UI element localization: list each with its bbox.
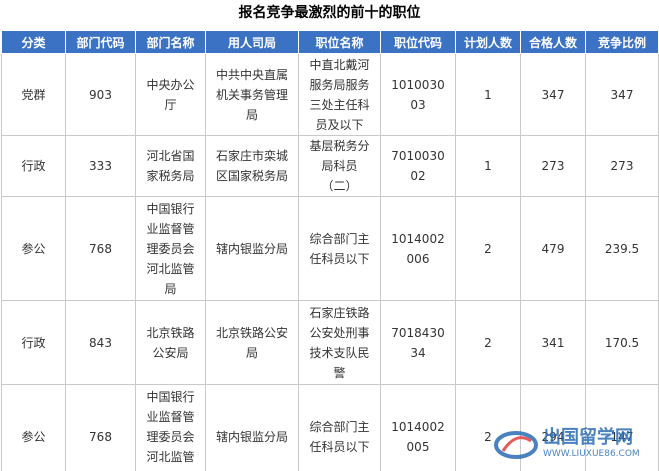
table-cell: 347 <box>520 53 586 136</box>
table-cell: 参公 <box>1 196 66 301</box>
watermark-url: WWW.LIUXUE86.COM <box>543 449 640 459</box>
table-cell: 1 <box>455 135 521 197</box>
table-cell: 843 <box>65 300 136 385</box>
table-cell: 中共中央直属机关事务管理局 <box>205 53 299 136</box>
table-cell: 768 <box>65 196 136 301</box>
table-cell: 333 <box>65 135 136 197</box>
header-cell: 部门名称 <box>135 30 206 54</box>
table-cell: 石家庄铁路公安处刑事技术支队民警 <box>298 300 381 385</box>
table-row: 行政 333 河北省国家税务局 石家庄市栾城区国家税务局 基层税务分局科员（二） 7010… <box>1 135 659 197</box>
table-row: 参公768中国银行业监督管理委员会河北监管局辖内银监分局综合部门主任科员以下10… <box>1 384 659 471</box>
table-cell: 479 <box>520 196 586 301</box>
table-cell: 中国银行业监督管理委员会河北监管局 <box>135 196 206 301</box>
table-cell: 1 <box>455 53 521 136</box>
header-cell: 职位代码 <box>380 30 456 54</box>
table-cell: 党群 <box>1 53 66 136</box>
table-cell: 行政 <box>1 135 66 197</box>
table-cell: 701003002 <box>380 135 456 197</box>
table-cell: 2 <box>455 300 521 385</box>
table-cell: 273 <box>585 135 659 197</box>
table-cell: 中国银行业监督管理委员会河北监管局 <box>135 384 206 471</box>
table-body: 党群 903 中央办公厅 中共中央直属机关事务管理局 中直北戴河服务局服务三处主任科员及… <box>1 53 659 471</box>
table-cell: 石家庄市栾城区国家税务局 <box>205 135 299 197</box>
header-cell: 用人司局 <box>205 30 299 54</box>
table-row: 行政 843 北京铁路公安局 北京铁路公安局 石家庄铁路公安处刑事技术支队民警 70184… <box>1 300 659 385</box>
header-cell: 计划人数 <box>455 30 521 54</box>
table-cell: 701843034 <box>380 300 456 385</box>
table-cell: 辖内银监分局 <box>205 196 299 301</box>
watermark: 出国留学网 WWW.LIUXUE86.COM <box>493 421 653 467</box>
table-cell: 2 <box>455 196 521 301</box>
watermark-logo <box>494 431 538 459</box>
header-cell: 合格人数 <box>520 30 586 54</box>
table-cell: 768 <box>65 384 136 471</box>
table-cell: 170.5 <box>585 300 659 385</box>
table-cell: 347 <box>585 53 659 136</box>
header-cell: 竞争比例 <box>585 30 659 54</box>
table-cell: 101003003 <box>380 53 456 136</box>
table-cell: 北京铁路公安局 <box>135 300 206 385</box>
table-cell: 北京铁路公安局 <box>205 300 299 385</box>
table-cell: 中直北戴河服务局服务三处主任科员及以下 <box>298 53 381 136</box>
table-cell: 参公 <box>1 384 66 471</box>
header-cell: 职位名称 <box>298 30 381 54</box>
table-cell: 147 <box>585 384 659 471</box>
header-cell: 部门代码 <box>65 30 136 54</box>
watermark-name: 出国留学网 <box>543 427 633 448</box>
header-row: 分类 部门代码 部门名称 用人司局 职位名称 职位代码 计划人数 合格人数 竞争比例 <box>1 30 659 54</box>
table-cell: 综合部门主任科员以下 <box>298 196 381 301</box>
table-cell: 239.5 <box>585 196 659 301</box>
table-cell: 行政 <box>1 300 66 385</box>
table-cell: 273 <box>520 135 586 197</box>
table-cell: 1014002006 <box>380 196 456 301</box>
header-cell: 分类 <box>1 30 66 54</box>
table-row: 党群 903 中央办公厅 中共中央直属机关事务管理局 中直北戴河服务局服务三处主任科员及… <box>1 53 659 136</box>
table-cell: 基层税务分局科员（二） <box>298 135 381 197</box>
table-cell: 河北省国家税务局 <box>135 135 206 197</box>
title: 报名竞争最激烈的前十的职位 <box>238 5 421 21</box>
table-cell: 综合部门主任科员以下 <box>298 384 381 471</box>
table-cell: 903 <box>65 53 136 136</box>
table-cell: 辖内银监分局 <box>205 384 299 471</box>
table: 分类 部门代码 部门名称 用人司局 职位名称 职位代码 计划人数 合格人数 竞争比例 党群 903… <box>1 30 659 471</box>
table-cell: 341 <box>520 300 586 385</box>
table-cell: 1014002005 <box>380 384 456 471</box>
table-cell: 中央办公厅 <box>135 53 206 136</box>
